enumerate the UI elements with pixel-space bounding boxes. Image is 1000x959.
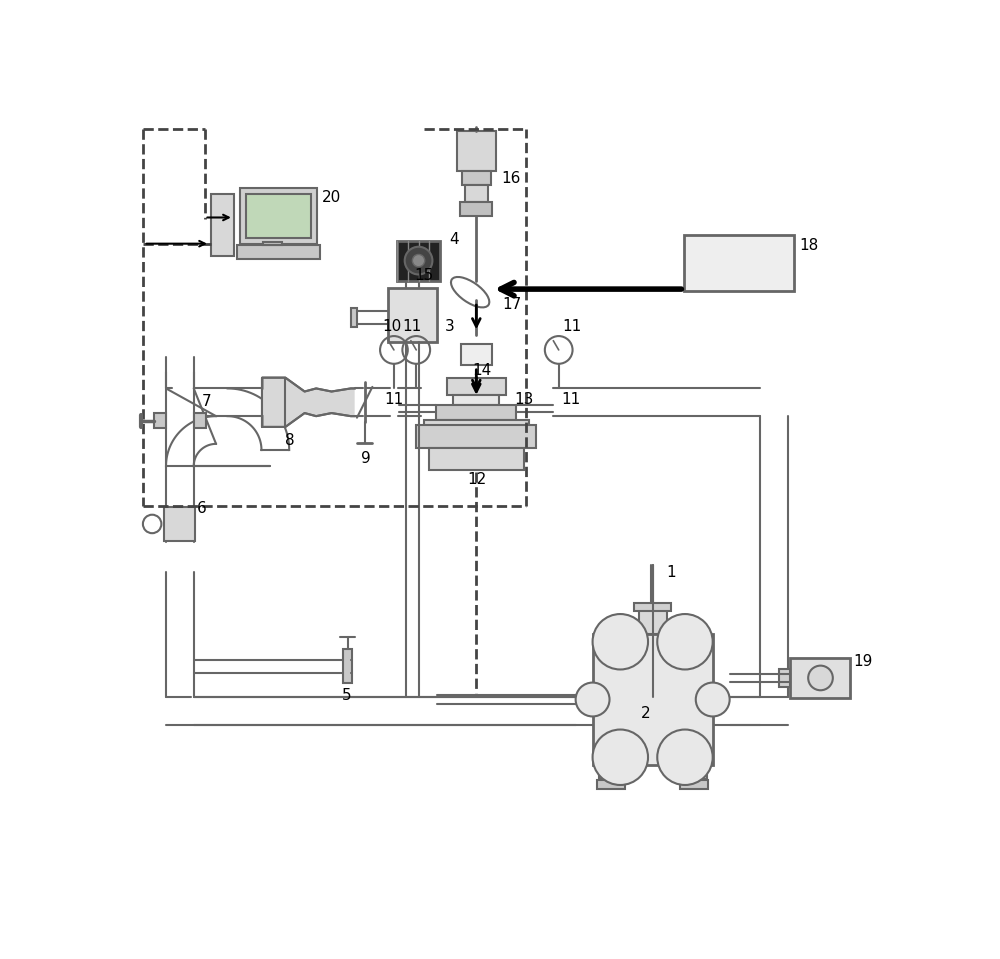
Bar [388,289,437,342]
Bar [424,420,529,433]
Bar [457,131,496,172]
Bar [779,668,790,688]
Bar [154,413,166,429]
Bar [593,634,713,765]
Bar [597,780,625,789]
Bar [680,780,708,789]
Circle shape [412,254,425,267]
Text: 10: 10 [382,319,402,335]
Circle shape [593,730,648,785]
Text: 11: 11 [563,319,582,335]
Text: 17: 17 [502,297,522,312]
Bar [211,195,234,256]
Bar [436,405,516,420]
Text: 18: 18 [800,239,819,253]
Text: 7: 7 [201,394,211,409]
Bar [682,765,707,779]
Bar [447,379,506,395]
Bar [397,241,440,281]
Circle shape [696,683,730,716]
Bar [462,172,491,185]
Text: 2: 2 [641,706,651,721]
Text: 4: 4 [449,231,459,246]
Circle shape [405,246,432,274]
Bar [634,603,671,611]
Bar [263,242,282,246]
Text: 13: 13 [515,392,534,408]
Bar [237,246,320,259]
Text: 1: 1 [666,565,676,580]
Bar [465,185,488,202]
Circle shape [593,614,648,669]
Text: 11: 11 [561,392,580,408]
Text: 8: 8 [285,433,294,448]
Circle shape [576,683,610,716]
Text: 11: 11 [402,319,422,335]
Polygon shape [262,378,355,427]
Text: 19: 19 [853,653,872,668]
Text: 16: 16 [502,172,521,186]
Text: 3: 3 [445,318,454,334]
Text: 5: 5 [342,689,351,703]
Bar [194,413,206,429]
Bar [684,235,794,291]
Text: 9: 9 [361,451,371,466]
Bar [240,188,317,244]
Circle shape [808,666,833,690]
Circle shape [657,730,713,785]
Text: 14: 14 [472,363,492,378]
Bar [164,507,195,541]
Bar [429,449,524,470]
Text: 12: 12 [467,472,486,487]
Bar [453,395,499,405]
Text: 15: 15 [415,268,434,283]
Bar [639,609,666,634]
Bar [461,343,492,365]
Text: 6: 6 [197,501,207,516]
Text: 11: 11 [384,392,403,408]
Circle shape [657,614,713,669]
Bar [351,309,357,327]
Bar [790,658,850,698]
Bar [343,649,352,684]
Bar [599,765,623,779]
Bar [246,195,311,238]
Text: 20: 20 [322,190,342,205]
Bar [416,426,536,449]
Bar [460,202,492,216]
